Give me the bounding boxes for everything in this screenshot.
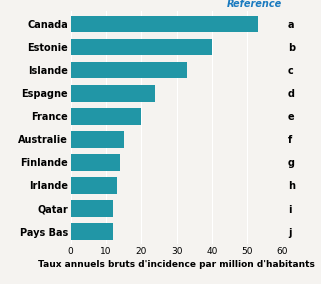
Bar	[71, 85, 155, 101]
Bar	[71, 200, 113, 217]
Bar	[71, 39, 212, 55]
X-axis label: Taux annuels bruts d'incidence par million d'habitants: Taux annuels bruts d'incidence par milli…	[38, 260, 315, 269]
Bar	[71, 177, 117, 194]
Bar	[71, 16, 258, 32]
Text: Référence: Référence	[227, 0, 282, 9]
Bar	[71, 108, 141, 125]
Bar	[71, 154, 120, 171]
Bar	[71, 62, 187, 78]
Bar	[71, 131, 124, 148]
Bar	[71, 223, 113, 240]
